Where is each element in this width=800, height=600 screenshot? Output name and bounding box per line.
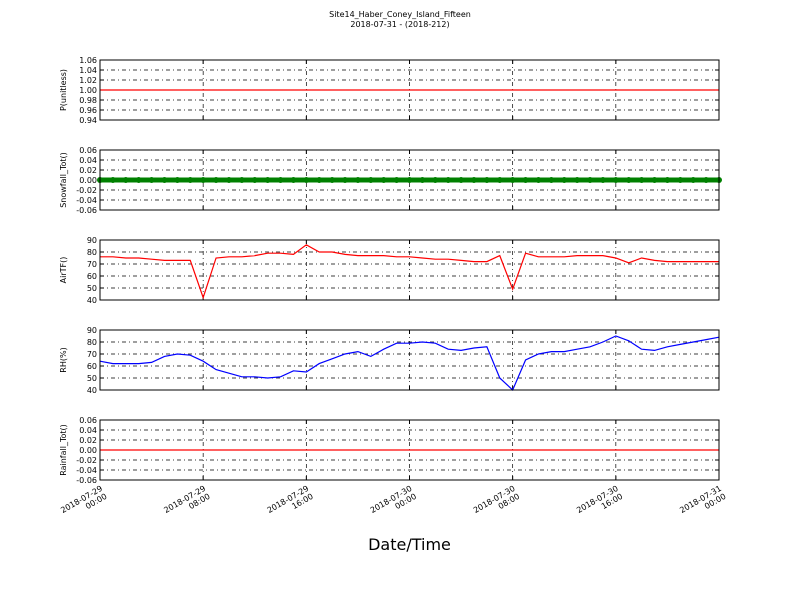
y-tick-label: 0.00 [79,446,97,455]
y-tick-label: -0.04 [76,466,97,475]
y-axis-label: Snowfall_Tot() [59,152,68,208]
y-tick-label: 0.02 [79,436,97,445]
y-tick-label: 0.04 [79,156,97,165]
y-tick-label: 60 [87,272,97,281]
x-axis-label: Date/Time [368,535,451,554]
y-tick-label: 1.02 [79,76,97,85]
plot-frame [99,419,720,481]
y-tick-label: 0.06 [79,416,97,425]
y-axis-label: P(unitless) [59,69,68,111]
y-tick-label: 0.00 [79,176,97,185]
y-tick-label: 40 [87,386,97,395]
y-tick-label: -0.02 [76,186,97,195]
plot-frame [99,239,720,301]
plot-frame [99,329,720,391]
data-line [100,244,719,300]
y-tick-label: 60 [87,362,97,371]
y-tick-label: 80 [87,248,97,257]
y-tick-label: 50 [87,284,97,293]
y-tick-label: 1.04 [79,66,97,75]
y-tick-label: 0.02 [79,166,97,175]
y-tick-label: 0.94 [79,116,97,125]
y-tick-label: 1.06 [79,56,97,65]
plot-frame [99,149,720,211]
y-tick-label: 0.98 [79,96,97,105]
y-tick-label: 0.06 [79,146,97,155]
plot-frame [99,59,720,121]
y-axis-label: RH(%) [59,347,68,372]
y-axis-label: Rainfall_Tot() [59,424,68,476]
y-tick-label: 90 [87,326,97,335]
y-tick-label: -0.04 [76,196,97,205]
y-tick-label: 50 [87,374,97,383]
y-tick-label: -0.02 [76,456,97,465]
y-tick-label: 80 [87,338,97,347]
y-tick-label: 70 [87,260,97,269]
data-line [99,335,720,392]
y-tick-label: 0.04 [79,426,97,435]
y-tick-label: -0.06 [76,476,97,485]
y-tick-label: 40 [87,296,97,305]
y-tick-label: -0.06 [76,206,97,215]
y-tick-label: 70 [87,350,97,359]
chart-title: Site14_Haber_Coney_Island_Fifteen [329,10,471,19]
y-tick-label: 90 [87,236,97,245]
y-tick-label: 1.00 [79,86,97,95]
chart-subtitle: 2018-07-31 - (2018-212) [350,20,449,29]
y-tick-label: 0.96 [79,106,97,115]
y-axis-label: AirTF() [59,257,68,284]
